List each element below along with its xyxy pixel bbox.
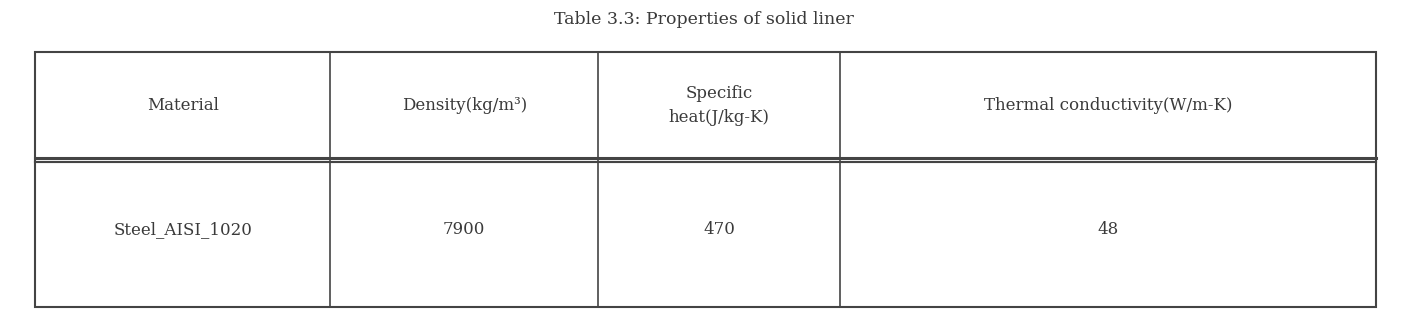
- Text: 7900: 7900: [443, 221, 485, 238]
- Text: Material: Material: [146, 97, 218, 114]
- Text: Table 3.3: Properties of solid liner: Table 3.3: Properties of solid liner: [553, 11, 854, 28]
- Text: Steel_AISI_1020: Steel_AISI_1020: [113, 221, 252, 238]
- Text: Thermal conductivity(W/m-K): Thermal conductivity(W/m-K): [983, 97, 1233, 114]
- Text: 470: 470: [704, 221, 734, 238]
- Text: Density(kg/m³): Density(kg/m³): [401, 97, 526, 114]
- Bar: [35, 52, 1376, 307]
- Text: Specific
heat(J/kg-K): Specific heat(J/kg-K): [668, 85, 770, 126]
- Text: 48: 48: [1097, 221, 1119, 238]
